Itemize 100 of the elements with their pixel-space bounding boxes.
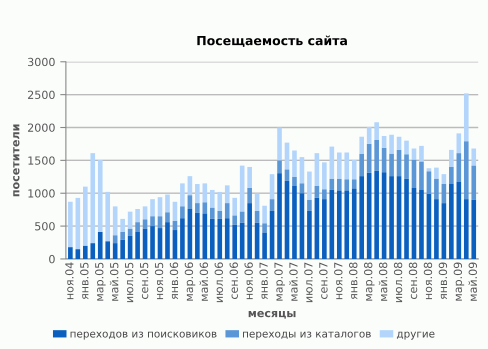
bar — [442, 203, 446, 259]
bar — [307, 210, 312, 259]
bar — [82, 186, 88, 246]
bar — [158, 216, 162, 228]
bar — [322, 189, 327, 200]
bar — [188, 176, 192, 196]
bar — [68, 247, 73, 259]
bar — [76, 249, 80, 259]
bar — [172, 230, 178, 259]
bar — [434, 178, 439, 200]
bar — [120, 232, 125, 240]
bar — [210, 208, 215, 219]
bar — [307, 200, 312, 211]
bar — [232, 216, 238, 225]
bar — [247, 203, 252, 259]
bar — [389, 134, 394, 154]
bar — [180, 218, 185, 259]
bar — [300, 183, 304, 194]
legend-label: другие — [396, 332, 434, 340]
bar — [456, 182, 462, 259]
bar — [240, 166, 244, 212]
bar — [359, 136, 364, 154]
bar — [217, 218, 222, 259]
bar — [180, 206, 185, 218]
bar — [202, 214, 208, 259]
bar — [120, 240, 125, 259]
bar — [105, 192, 110, 242]
bar — [217, 192, 222, 211]
y-tick-label: 2500 — [28, 90, 55, 100]
bar — [404, 178, 409, 259]
bar — [434, 199, 439, 259]
bar — [471, 200, 476, 259]
x-tick-label: ноя.06 — [244, 262, 253, 300]
y-tick-label: 3000 — [28, 58, 55, 66]
bar — [98, 232, 103, 259]
x-tick-label: янв.05 — [80, 262, 89, 300]
bar — [68, 202, 73, 248]
bar — [90, 243, 96, 259]
bar — [210, 190, 215, 208]
bar — [217, 210, 222, 219]
x-tick-label: май.08 — [378, 262, 388, 301]
bar — [128, 236, 132, 259]
bar — [412, 188, 416, 259]
x-tick-label: мар.07 — [274, 262, 285, 301]
bar — [382, 148, 386, 172]
bar — [426, 168, 432, 172]
bar — [210, 218, 215, 259]
bar — [142, 206, 148, 220]
x-tick-label: май.07 — [289, 262, 298, 301]
bar — [471, 166, 476, 200]
bar — [359, 176, 364, 259]
y-tick-label: 1000 — [28, 189, 55, 198]
bar — [344, 190, 350, 259]
bar — [240, 222, 244, 259]
bar — [336, 152, 342, 179]
bar — [90, 153, 96, 244]
bar — [292, 150, 297, 177]
bar — [232, 198, 238, 216]
bar — [449, 184, 454, 259]
bar — [224, 185, 230, 204]
bar — [202, 202, 208, 214]
bar — [240, 212, 244, 223]
bar — [352, 179, 357, 189]
legend-label: переходов из поисковиков — [70, 332, 216, 340]
bar — [158, 228, 162, 259]
bar — [314, 153, 320, 186]
y-tick-label: 0 — [49, 254, 55, 264]
bar — [442, 174, 446, 184]
bar — [396, 150, 402, 176]
bar — [330, 178, 334, 190]
x-tick-label: ноя.07 — [334, 262, 343, 300]
bar — [419, 146, 424, 162]
bar — [180, 183, 185, 206]
bar — [322, 199, 327, 259]
bar — [412, 160, 416, 188]
x-tick-label: ноя.04 — [65, 262, 74, 300]
bar — [142, 220, 148, 229]
bar — [232, 224, 238, 259]
bar — [112, 243, 118, 259]
bar — [150, 226, 155, 259]
bar — [404, 140, 409, 154]
bar — [292, 176, 297, 186]
bar — [352, 160, 357, 180]
bar — [456, 153, 462, 182]
bar — [284, 142, 290, 170]
bar — [366, 144, 372, 173]
bar — [254, 210, 260, 223]
bar — [165, 194, 170, 212]
bar — [300, 157, 304, 184]
x-tick-label: мар.06 — [184, 262, 196, 301]
bar — [382, 136, 386, 148]
bar — [188, 195, 192, 210]
bar — [284, 180, 290, 259]
bar — [112, 235, 118, 244]
bar — [262, 223, 267, 233]
bar — [277, 128, 282, 160]
bar — [322, 162, 327, 190]
bar — [98, 160, 103, 232]
bar — [396, 136, 402, 150]
bar — [112, 206, 118, 236]
